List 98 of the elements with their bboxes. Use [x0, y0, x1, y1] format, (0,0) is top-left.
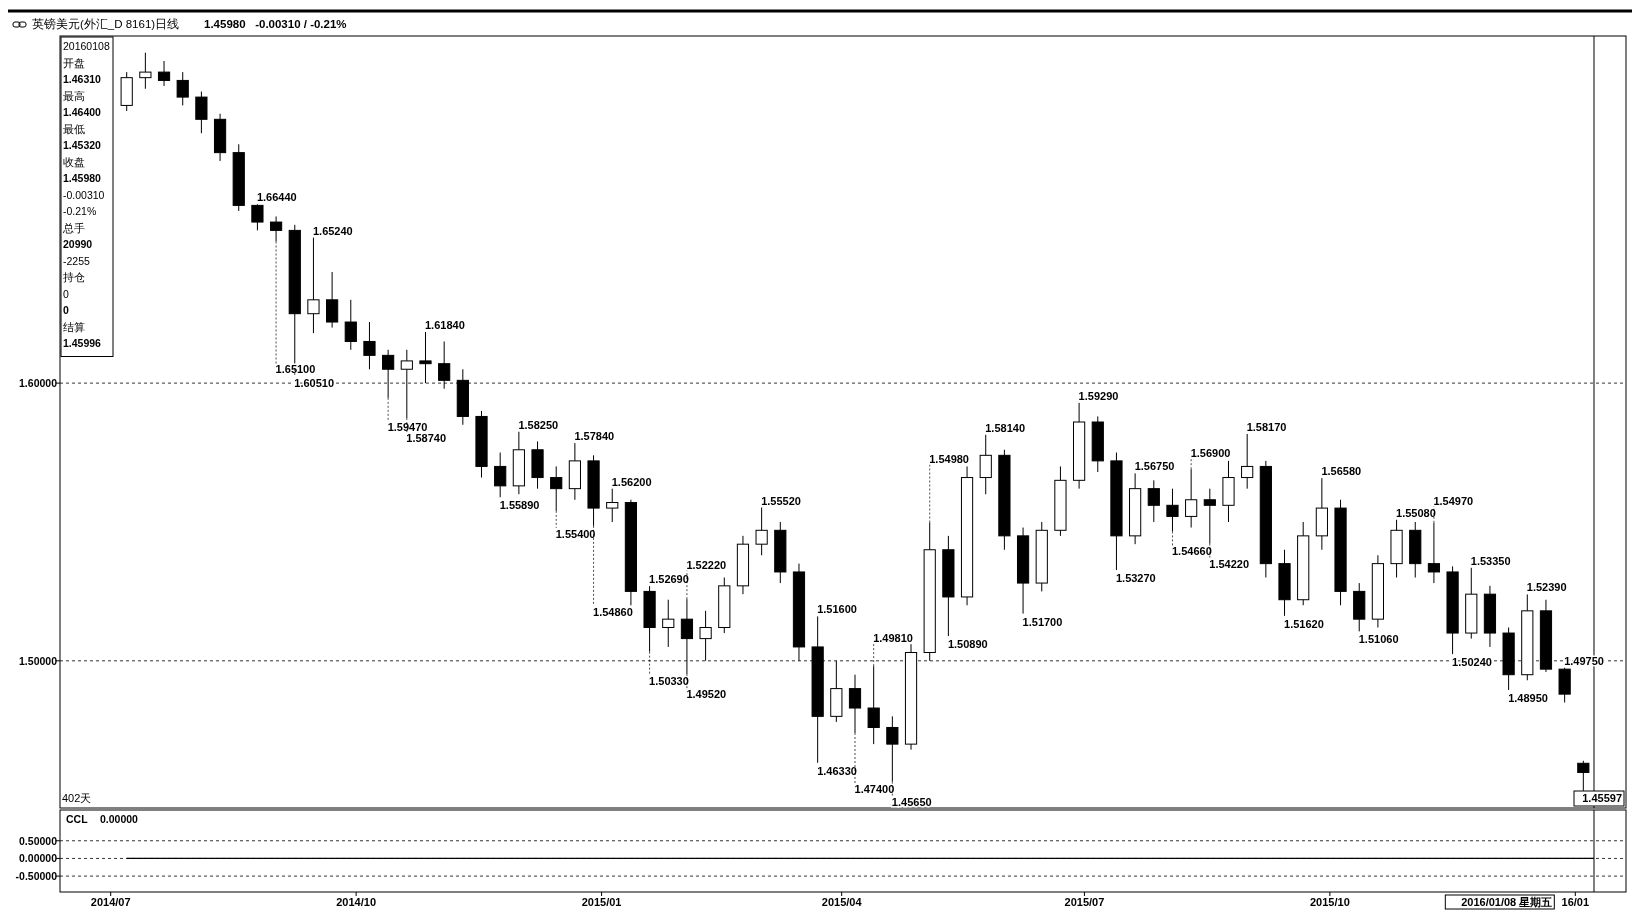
annotation: 1.52390 [1526, 581, 1567, 594]
annotation: 1.55400 [555, 527, 596, 540]
annotation: 持仓 [63, 271, 85, 283]
annotation: 1.59290 [1078, 389, 1119, 402]
annotation: 20160108 [63, 40, 110, 52]
annotation: 1.58140 [985, 421, 1026, 434]
annotation: 1.58740 [406, 432, 447, 445]
y-tick-label: -0.50000 [15, 870, 58, 883]
annotation: 1.46310 [63, 73, 102, 85]
annotation: 1.51600 [817, 603, 857, 616]
annotation: 1.55890 [499, 499, 540, 512]
annotation: 总手 [62, 221, 85, 234]
annotation: 1.46330 [817, 764, 857, 777]
annotation: 1.50890 [947, 638, 988, 651]
annotation: 1.55080 [1396, 506, 1436, 519]
annotation: 1.45597 [1582, 792, 1622, 804]
candlestick [363, 321, 376, 370]
annotation: 1.57840 [574, 430, 615, 443]
annotation: 1.54220 [1209, 557, 1250, 570]
annotation: 开盘 [63, 56, 85, 69]
candlestick [979, 434, 992, 495]
annotation: 1.47400 [854, 783, 895, 796]
annotation: 1.53270 [1115, 572, 1156, 585]
annotation: 1.48950 [1508, 691, 1548, 704]
annotation: 1.52220 [686, 559, 727, 572]
chart-subtitle: 0.00000 [100, 813, 139, 825]
annotation: 402天 [62, 792, 92, 804]
annotation: 0 [63, 287, 69, 300]
annotation: -0.21% [63, 205, 97, 217]
annotation: 1.56900 [1190, 447, 1231, 460]
annotation: 1.49750 [1564, 654, 1604, 667]
candlestick [606, 488, 619, 523]
y-tick-label: 0.50000 [19, 834, 58, 847]
annotation: 1.58170 [1246, 420, 1287, 433]
chart-title: 英镑美元(外汇_D 8161)日线 [32, 17, 180, 30]
y-tick-label: 1.60000 [19, 377, 58, 390]
candlestick [1241, 433, 1254, 490]
annotation: 最高 [63, 89, 85, 102]
annotation: 1.56580 [1321, 465, 1362, 478]
y-tick-label: 0.00000 [19, 852, 58, 865]
annotation: 1.51700 [1022, 615, 1063, 628]
annotation: 1.65100 [275, 363, 316, 376]
candlestick [326, 271, 339, 329]
y-tick-label: 1.50000 [19, 654, 58, 667]
annotation: 1.59470 [387, 420, 428, 433]
x-tick-label: 2015/01 [581, 896, 622, 908]
annotation: 1.53350 [1470, 554, 1511, 567]
x-tick-label: 16/01 [1561, 896, 1590, 908]
candlestick [139, 52, 152, 90]
annotation: 收盘 [63, 155, 85, 168]
annotation: 最低 [63, 122, 85, 135]
annotation: 0 [63, 304, 69, 316]
annotation: -2255 [63, 254, 91, 267]
x-tick-label: 2014/07 [90, 896, 131, 908]
annotation: 1.46400 [63, 106, 102, 118]
candlestick [307, 237, 320, 334]
annotation: 1.54980 [929, 452, 969, 465]
annotation: 1.54860 [593, 605, 633, 618]
annotation: 1.58250 [518, 418, 559, 431]
annotation: 1.52690 [649, 573, 689, 586]
annotation: -0.00310 [63, 188, 105, 201]
annotation: 1.65240 [312, 224, 353, 237]
x-tick-label: 2014/10 [336, 896, 377, 908]
chart-title: CCL [66, 813, 89, 825]
annotation: 结算 [63, 320, 85, 333]
candlestick [176, 71, 189, 106]
annotation: 1.54970 [1433, 494, 1474, 507]
candlestick [195, 91, 208, 134]
x-tick-label: 2015/07 [1064, 896, 1105, 908]
candlestick [344, 299, 357, 351]
annotation: 1.50330 [649, 674, 689, 687]
annotation: 1.45320 [63, 139, 102, 151]
annotation: 1.66440 [256, 191, 297, 204]
annotation: 1.55520 [761, 494, 801, 507]
annotation: 1.51620 [1284, 617, 1324, 630]
annotation: 1.56750 [1134, 460, 1175, 473]
candlestick [662, 599, 675, 648]
annotation: 1.45996 [63, 337, 102, 349]
x-tick-label: 2015/04 [821, 896, 863, 908]
candlestick [1147, 479, 1160, 523]
annotation: 1.54660 [1171, 545, 1212, 558]
candlestick [251, 203, 264, 231]
x-tick-label: 2015/10 [1309, 896, 1350, 908]
chart-subtitle: 1.45980 -0.00310 / -0.21% [204, 18, 347, 30]
annotation: 1.60510 [294, 376, 335, 389]
candlestick [494, 452, 507, 498]
annotation: 1.45650 [891, 795, 932, 808]
annotation: 1.51060 [1358, 633, 1399, 646]
annotation: 1.50240 [1452, 656, 1492, 669]
annotation: 1.61840 [425, 319, 465, 332]
annotation: 1.45980 [63, 172, 102, 184]
candlestick [157, 60, 171, 87]
annotation: 20990 [63, 238, 93, 250]
annotation: 1.49520 [686, 688, 727, 701]
annotation: 1.56200 [611, 475, 652, 488]
candlestick [755, 507, 768, 556]
ref-line-label: 2016/01/08 星期五 [1461, 896, 1553, 908]
annotation: 1.49810 [873, 632, 913, 645]
